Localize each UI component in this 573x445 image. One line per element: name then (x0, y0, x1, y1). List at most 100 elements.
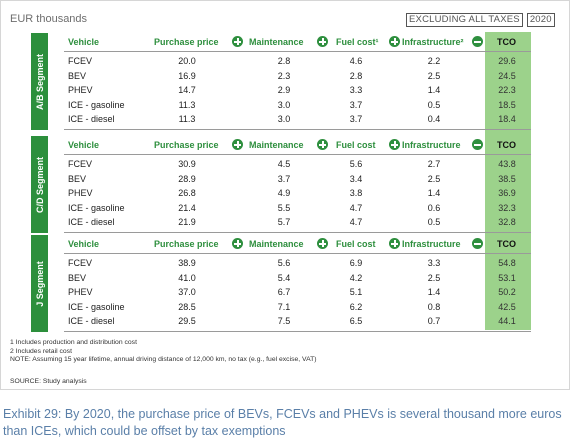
column-header-tco: TCO (497, 140, 516, 150)
footnote-note: NOTE: Assuming 15 year lifetime, annual … (10, 356, 317, 363)
unit-label: EUR thousands (10, 13, 88, 25)
column-header-maintenance: Maintenance (249, 239, 304, 249)
cell-fuel: 3.4 (349, 173, 363, 184)
cell-maintenance: 2.8 (277, 56, 291, 66)
column-header-maintenance: Maintenance (249, 37, 304, 47)
column-header-purchase: Purchase price (154, 239, 219, 249)
source-note: SOURCE: Study analysis (10, 378, 87, 385)
tax-note: EXCLUDING ALL TAXES 2020 (406, 13, 555, 27)
cell-infrastructure: 0.6 (427, 202, 441, 213)
cell-maintenance: 4.9 (277, 188, 291, 199)
cell-vehicle: ICE - gasoline (68, 301, 125, 312)
year-label: 2020 (526, 13, 555, 27)
cell-maintenance: 5.4 (277, 272, 291, 283)
table-row: PHEV 14.7 2.9 3.3 1.4 22.3 (9, 84, 547, 98)
column-header-fuel: Fuel cost¹ (336, 37, 379, 47)
cell-purchase: 30.9 (178, 159, 196, 169)
cell-maintenance: 3.0 (277, 99, 291, 110)
cell-tco: 29.6 (498, 56, 516, 66)
plus-operator-icon (389, 139, 400, 150)
cell-infrastructure: 0.5 (427, 99, 441, 110)
segment-bottom-divider (64, 129, 531, 130)
cell-infrastructure: 1.4 (427, 287, 441, 298)
cell-tco: 18.4 (498, 114, 516, 125)
cell-vehicle: BEV (68, 173, 87, 184)
cell-vehicle: BEV (68, 272, 87, 283)
cell-maintenance: 5.5 (277, 202, 291, 213)
cell-vehicle: ICE - gasoline (68, 202, 125, 213)
cell-infrastructure: 3.3 (427, 258, 441, 268)
cell-purchase: 41.0 (178, 272, 196, 283)
column-header-tco: TCO (497, 37, 516, 47)
header-row: Vehicle Purchase price Maintenance Fuel cos… (9, 235, 547, 253)
segment-table: A/B Segment Vehicle Purchase price Maintena… (9, 33, 547, 130)
cell-maintenance: 5.6 (277, 258, 291, 268)
cell-maintenance: 2.9 (277, 85, 291, 96)
cell-tco: 38.5 (498, 173, 516, 184)
cell-infrastructure: 0.8 (427, 301, 441, 312)
plus-operator-icon (317, 238, 328, 249)
column-header-infrastructure: Infrastructure² (402, 37, 464, 47)
table-row: FCEV 20.0 2.8 4.6 2.2 29.6 (9, 55, 547, 69)
cell-vehicle: PHEV (68, 287, 93, 298)
table-row: BEV 41.0 5.4 4.2 2.5 53.1 (9, 272, 547, 286)
table-row: ICE - diesel 29.5 7.5 6.5 0.7 44.1 (9, 315, 547, 329)
tco-highlight-column (485, 32, 531, 330)
cell-maintenance: 3.0 (277, 114, 291, 125)
table-row: PHEV 26.8 4.9 3.8 1.4 36.9 (9, 187, 547, 201)
cell-maintenance: 2.3 (277, 70, 291, 81)
table-row: PHEV 37.0 6.7 5.1 1.4 50.2 (9, 286, 547, 300)
footnote-1: 1 Includes production and distribution c… (10, 339, 137, 346)
column-header-maintenance: Maintenance (249, 140, 304, 150)
cell-maintenance: 4.5 (277, 159, 291, 169)
cell-tco: 44.1 (498, 316, 516, 327)
cell-tco: 43.8 (498, 159, 516, 169)
header-divider (64, 154, 531, 155)
table-row: BEV 28.9 3.7 3.4 2.5 38.5 (9, 173, 547, 187)
cell-infrastructure: 1.4 (427, 85, 441, 96)
plus-operator-icon (232, 36, 243, 47)
table-row: ICE - diesel 11.3 3.0 3.7 0.4 18.4 (9, 113, 547, 127)
cell-vehicle: ICE - diesel (68, 114, 115, 125)
cell-purchase: 20.0 (178, 56, 196, 66)
cell-maintenance: 3.7 (277, 173, 291, 184)
cell-fuel: 3.3 (349, 85, 363, 96)
exhibit-frame: EUR thousands EXCLUDING ALL TAXES 2020 A… (0, 0, 570, 390)
cell-vehicle: PHEV (68, 85, 93, 96)
cell-tco: 42.5 (498, 301, 516, 312)
column-header-vehicle: Vehicle (68, 239, 100, 249)
cell-vehicle: ICE - gasoline (68, 99, 125, 110)
footnotes: 1 Includes production and distribution c… (10, 339, 317, 365)
cell-purchase: 28.9 (178, 173, 196, 184)
cell-fuel: 2.8 (349, 70, 363, 81)
cell-tco: 36.9 (498, 188, 516, 199)
cell-purchase: 21.4 (178, 202, 196, 213)
cell-infrastructure: 0.5 (427, 217, 441, 228)
segment-tab: J Segment (31, 235, 48, 332)
cell-purchase: 16.9 (178, 70, 196, 81)
table-row: ICE - gasoline 21.4 5.5 4.7 0.6 32.3 (9, 202, 547, 216)
column-header-purchase: Purchase price (154, 37, 219, 47)
header-row: Vehicle Purchase price Maintenance Fuel cos… (9, 136, 547, 154)
cell-infrastructure: 2.5 (427, 272, 441, 283)
cell-maintenance: 5.7 (277, 217, 291, 228)
cell-infrastructure: 2.7 (427, 159, 441, 169)
table-row: FCEV 30.9 4.5 5.6 2.7 43.8 (9, 158, 547, 172)
cell-infrastructure: 1.4 (427, 188, 441, 199)
segment-table: J Segment Vehicle Purchase price Maintenanc… (9, 235, 547, 332)
column-header-fuel: Fuel cost (336, 140, 376, 150)
cell-vehicle: ICE - diesel (68, 316, 115, 327)
cell-infrastructure: 0.7 (427, 316, 441, 327)
cell-purchase: 26.8 (178, 188, 196, 199)
cell-fuel: 6.2 (349, 301, 363, 312)
cell-fuel: 3.7 (349, 99, 363, 110)
table-row: ICE - diesel 21.9 5.7 4.7 0.5 32.8 (9, 216, 547, 230)
minus-operator-icon (472, 36, 483, 47)
minus-operator-icon (472, 139, 483, 150)
cell-tco: 54.8 (498, 258, 516, 268)
cell-fuel: 4.7 (349, 202, 363, 213)
column-header-tco: TCO (497, 239, 516, 249)
header-divider (64, 51, 531, 52)
plus-operator-icon (232, 238, 243, 249)
table-row: ICE - gasoline 11.3 3.0 3.7 0.5 18.5 (9, 99, 547, 113)
